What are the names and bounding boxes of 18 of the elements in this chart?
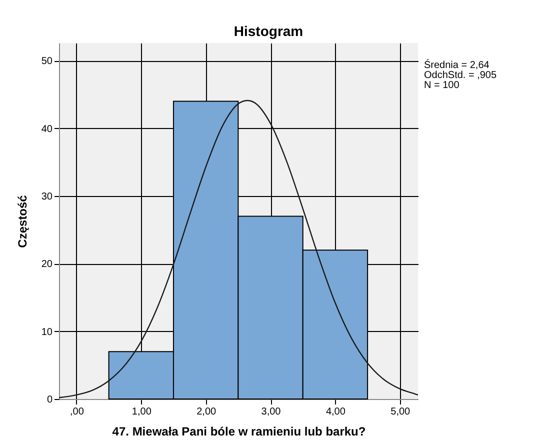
x-tick-label: 3,00 bbox=[261, 406, 282, 418]
y-tick-label: 30 bbox=[41, 191, 53, 202]
y-tick-label: 40 bbox=[41, 124, 53, 135]
x-tick-label: 1,00 bbox=[132, 406, 152, 418]
x-tick-label: 4,00 bbox=[326, 406, 346, 418]
y-tick-label: 10 bbox=[41, 326, 53, 338]
x-tick-label: 5,00 bbox=[390, 406, 411, 418]
y-axis-title: Częstość bbox=[15, 194, 30, 248]
y-tick-label: 20 bbox=[41, 259, 53, 270]
y-tick-label: 0 bbox=[46, 394, 53, 406]
y-tick-label: 50 bbox=[41, 56, 53, 68]
chart-title: Histogram bbox=[234, 23, 304, 39]
text: N = 100 bbox=[424, 80, 460, 91]
x-tick-label: ,00 bbox=[70, 406, 84, 418]
x-tick-label: 2,00 bbox=[196, 406, 216, 418]
text: Średnia = 2,64 bbox=[424, 59, 490, 71]
x-axis-title: 47. Miewała Pani bóle w ramieniu lub barku? bbox=[112, 424, 366, 438]
text: OdchStd. = ,905 bbox=[424, 70, 497, 81]
